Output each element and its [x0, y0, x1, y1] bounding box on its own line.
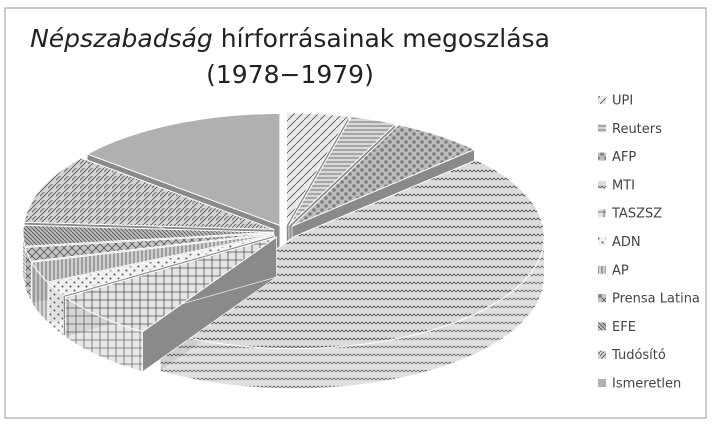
- legend-label: EFE: [612, 320, 636, 335]
- pie: [22, 112, 545, 389]
- legend-swatch: [598, 294, 606, 303]
- slice: [86, 112, 281, 227]
- slice: [288, 116, 397, 226]
- slice: [23, 157, 275, 230]
- legend-swatch: [598, 96, 606, 104]
- legend-label: Prensa Latina: [612, 292, 700, 307]
- legend-swatch: [598, 209, 606, 218]
- legend-swatch: [598, 180, 606, 189]
- legend-label: AFP: [612, 150, 636, 165]
- title-rest: hírforrásainak megoszlása: [221, 24, 550, 53]
- legend-swatch: [598, 265, 606, 274]
- chart-subtitle: (1978−1979): [206, 60, 374, 89]
- slice: [291, 124, 476, 227]
- legend-swatch: [598, 152, 606, 161]
- legend-swatch: [598, 379, 606, 387]
- legend: UPI Reuters AFP MTI TASZSZ ADN AP Prensa Latina…: [598, 94, 700, 392]
- legend-label: ADN: [612, 235, 641, 250]
- legend-swatch: [598, 124, 606, 133]
- legend-label: UPI: [612, 94, 633, 109]
- slice: [24, 232, 274, 262]
- slice: [47, 234, 275, 297]
- legend-label: Tudósító: [611, 348, 666, 363]
- slice: [30, 233, 274, 283]
- title-emphasis: Népszabadság: [30, 24, 213, 53]
- chart-title: Népszabadság hírforrásainak megoszlása: [30, 24, 550, 53]
- slice: [64, 236, 277, 333]
- legend-label: AP: [612, 263, 629, 278]
- legend-swatch: [598, 350, 606, 359]
- legend-label: MTI: [612, 178, 635, 193]
- legend-swatch: [598, 237, 606, 246]
- legend-label: TASZSZ: [611, 207, 662, 222]
- legend-swatch: [598, 322, 606, 331]
- slice: [159, 159, 545, 350]
- legend-label: Reuters: [612, 122, 662, 137]
- legend-label: Ismeretlen: [612, 377, 681, 392]
- slice: [22, 224, 274, 247]
- slice: [286, 112, 350, 227]
